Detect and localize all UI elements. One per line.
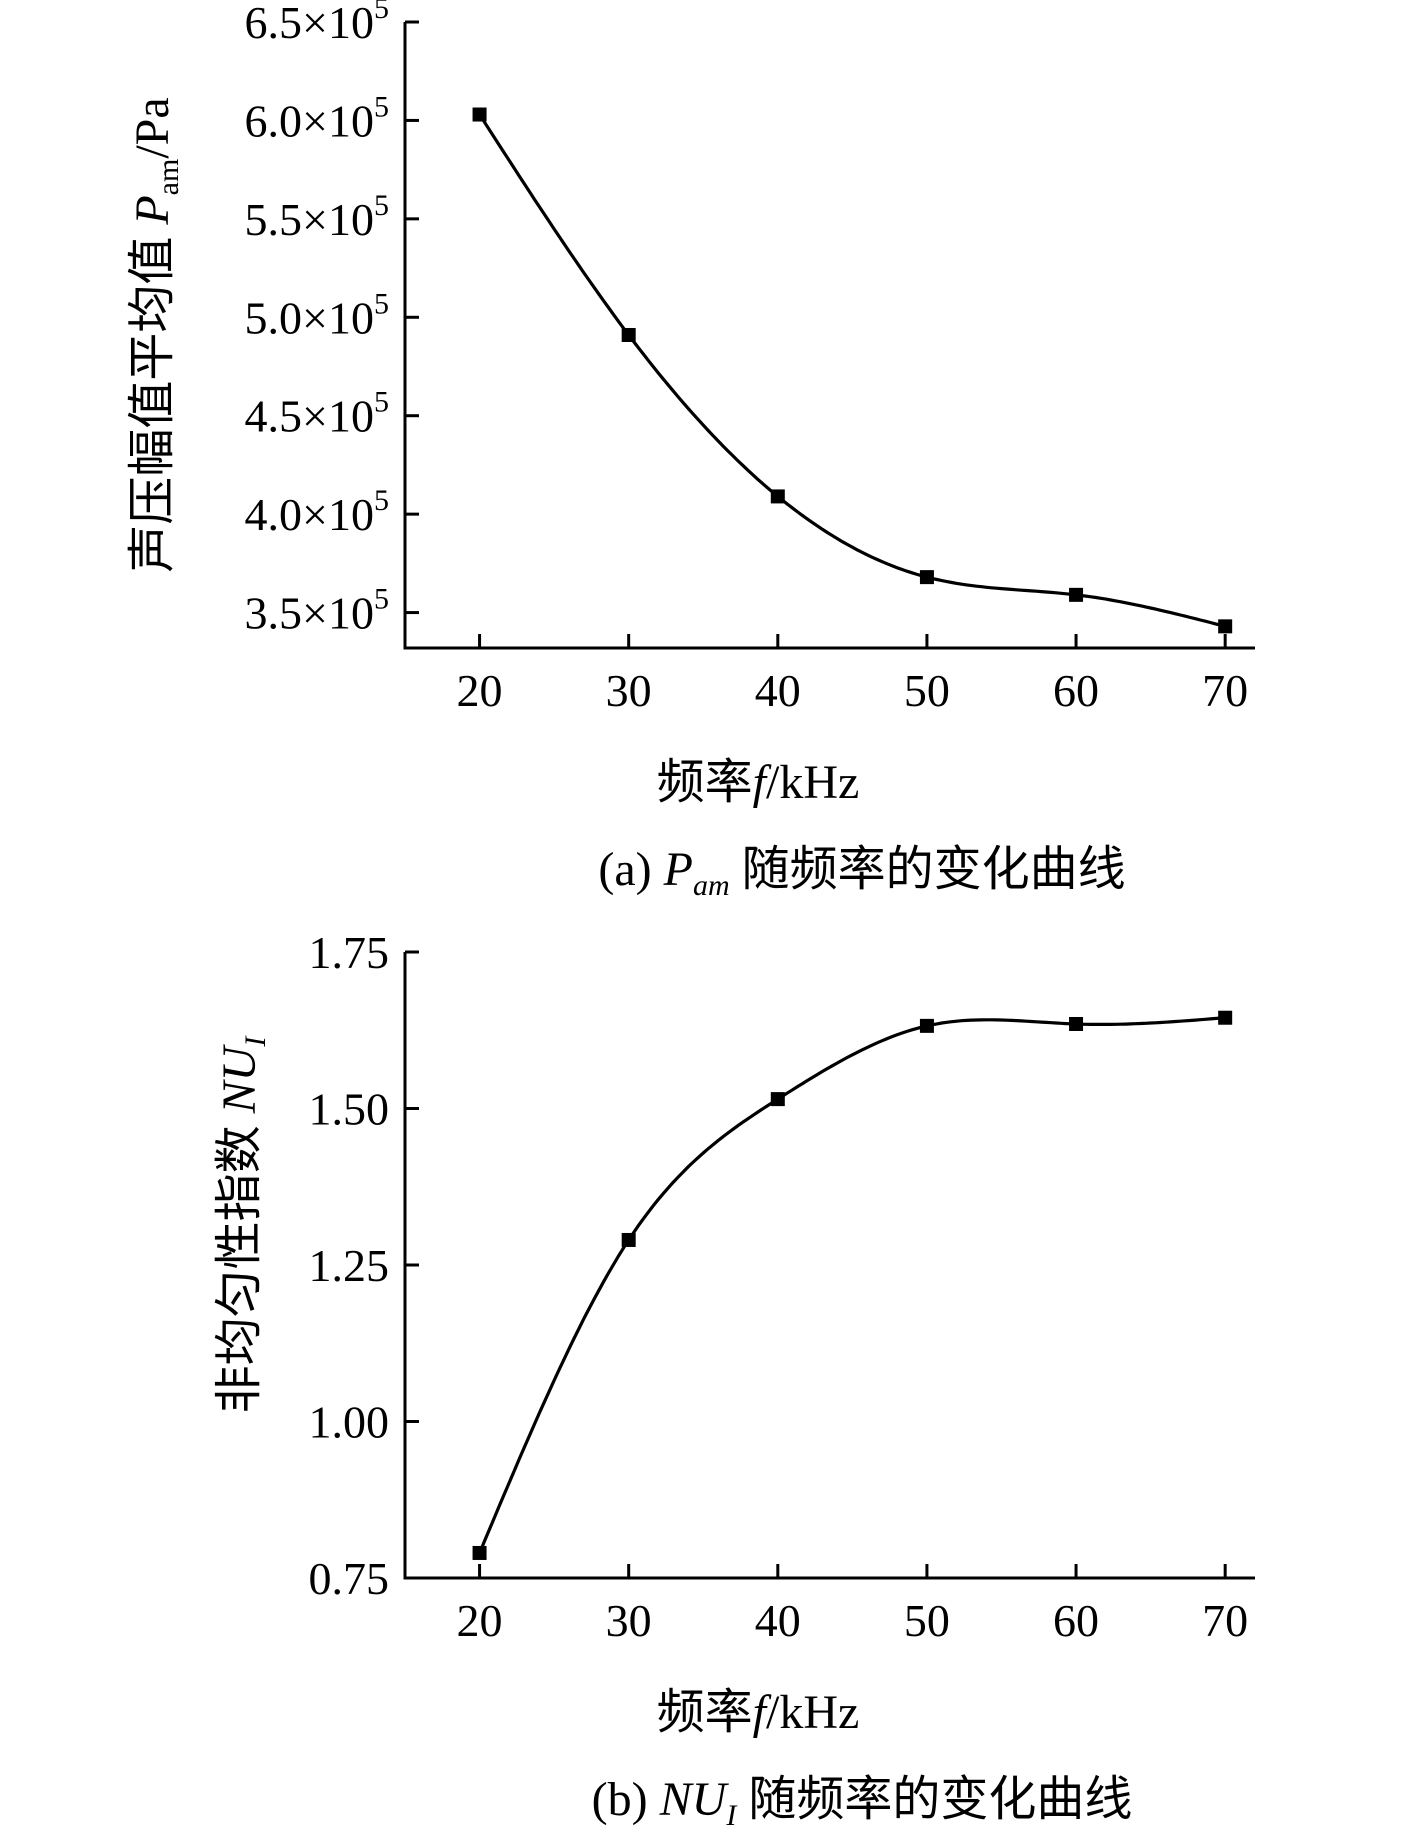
panel-b-y-tick-label: 0.75 <box>309 1553 390 1604</box>
panel-b-data-point <box>621 1232 636 1247</box>
panel-b-axes <box>403 952 1255 1580</box>
panel-b-y-tick-label: 1.25 <box>309 1240 390 1291</box>
panel-a-fit-curve <box>478 113 1226 628</box>
panel-a-data-point <box>621 328 636 342</box>
panel-a-data-point <box>770 489 785 504</box>
panel-a-y-axis-label: 声压幅值平均值 Pam/Pa <box>126 97 185 572</box>
panel-a-x-tick-label: 20 <box>457 665 503 716</box>
panel-a-y-tick-label: 5.5×105 <box>245 189 389 245</box>
panel-a-data-point <box>472 107 487 122</box>
panel-a-y-tick-label: 6.0×105 <box>245 90 389 146</box>
panel-a-y-tick-label: 4.5×105 <box>245 386 389 442</box>
panel-b-fit-curve <box>478 1016 1226 1554</box>
panel-a-x-axis-label: 频率f/kHz <box>657 756 860 809</box>
panel-b-x-tick-label: 50 <box>904 1595 950 1646</box>
panel-a-x-tick-label: 40 <box>755 665 801 716</box>
panel-a-x-tick-label: 30 <box>606 665 652 716</box>
panel-a-chart: 20 30 40 50 60 70 3.5×105 4.0×105 4.5×105 5.0×105… <box>126 0 1255 902</box>
panel-a-y-tick-label: 5.0×105 <box>245 287 389 343</box>
panel-b-x-tick-label: 20 <box>457 1595 503 1646</box>
panel-a-caption: (a) Pam 随频率的变化曲线 <box>598 843 1125 902</box>
panel-a-marks: 20 30 40 50 60 70 3.5×105 4.0×105 4.5×105 5.0×105… <box>245 0 1255 716</box>
panel-a-data-point <box>1218 619 1233 634</box>
panel-b-x-tick-label: 60 <box>1053 1595 1099 1646</box>
panel-a-y-tick-label: 4.0×105 <box>245 484 389 540</box>
panel-a-data-point <box>1069 587 1084 602</box>
panel-a-x-tick-label: 60 <box>1053 665 1099 716</box>
panel-b-x-tick-label: 30 <box>606 1595 652 1646</box>
panel-a-data-point <box>919 570 934 585</box>
panel-b-y-tick-label: 1.00 <box>309 1397 390 1448</box>
panel-b-data-point <box>1218 1010 1233 1025</box>
panel-b-chart: 20 30 40 50 60 70 0.75 1.00 1.25 1.50 1.75 频率f/kHz… <box>213 927 1255 1832</box>
panel-a-y-tick-label: 3.5×105 <box>245 583 389 639</box>
panel-b-y-tick-label: 1.50 <box>309 1084 390 1135</box>
panel-a-y-tick-label: 6.5×105 <box>245 0 389 48</box>
panel-b-x-tick-label: 40 <box>755 1595 801 1646</box>
panel-b-y-axis-label: 非均匀性指数 NUI <box>213 1035 272 1414</box>
panel-b-data-point <box>472 1545 487 1560</box>
panel-b-x-axis-label: 频率f/kHz <box>657 1686 860 1739</box>
panel-b-y-tick-label: 1.75 <box>309 927 390 978</box>
panel-a-x-tick-label: 70 <box>1202 665 1248 716</box>
panel-b-x-tick-label: 70 <box>1202 1595 1248 1646</box>
panel-b-marks: 20 30 40 50 60 70 0.75 1.00 1.25 1.50 1.75 <box>309 927 1255 1646</box>
panel-b-data-point <box>770 1092 785 1107</box>
panel-a-axes <box>403 22 1255 650</box>
panel-b-data-point <box>1069 1016 1084 1031</box>
panel-b-data-point <box>919 1018 934 1033</box>
panel-a-x-tick-label: 50 <box>904 665 950 716</box>
panel-b-caption: (b) NUI 随频率的变化曲线 <box>592 1773 1133 1832</box>
